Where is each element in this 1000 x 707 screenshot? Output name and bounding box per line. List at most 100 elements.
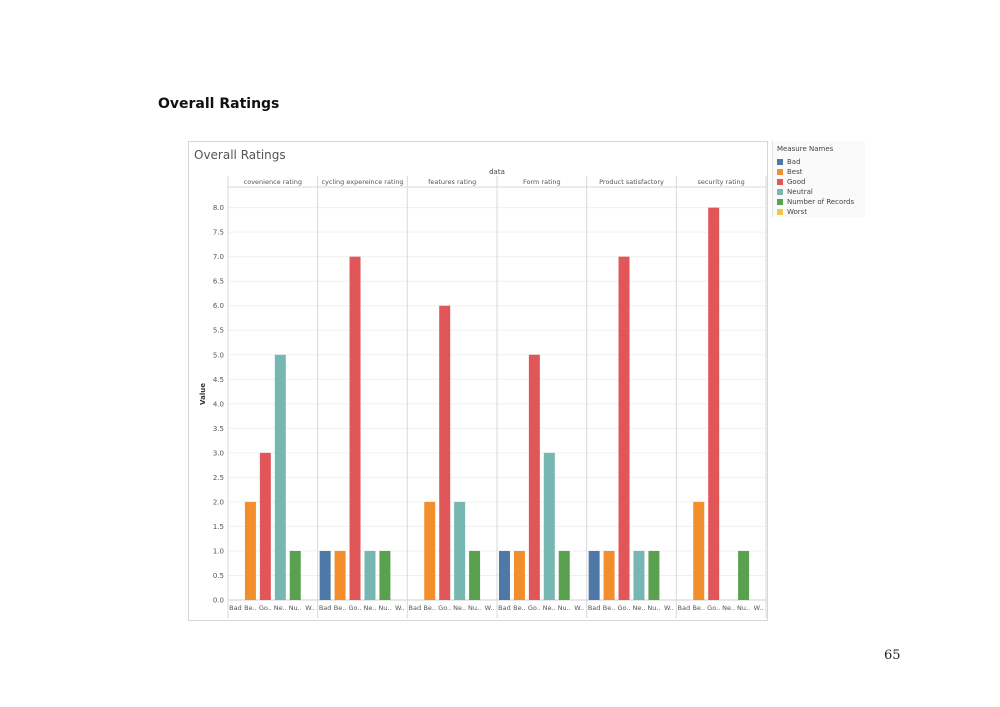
y-tick-label: 8.0 (213, 204, 224, 212)
legend-item: Number of Records (777, 197, 854, 207)
legend-item: Good (777, 177, 805, 187)
bar (618, 256, 630, 600)
bar (498, 550, 510, 600)
page-heading: Overall Ratings (158, 96, 280, 112)
x-tick-label: Bad (409, 604, 422, 612)
x-tick-label: Bad (319, 604, 332, 612)
y-tick-label: 1.5 (213, 523, 224, 531)
bar (528, 354, 540, 600)
bar-layer (244, 207, 750, 600)
legend: Measure Names Bad Best Good Neutral Number o… (772, 141, 865, 217)
x-tick-label: Go.. (259, 604, 272, 612)
x-tick-label: Go.. (438, 604, 451, 612)
x-tick-label: Nu.. (468, 604, 481, 612)
legend-swatch (777, 179, 783, 185)
legend-title: Measure Names (777, 145, 834, 153)
x-tick-label: W.. (754, 604, 764, 612)
legend-item: Bad (777, 157, 801, 167)
bar (274, 354, 286, 600)
bar (319, 550, 331, 600)
x-tick-label: Nu.. (289, 604, 302, 612)
y-tick-label: 5.5 (213, 327, 224, 335)
x-tick-label: Nu.. (737, 604, 750, 612)
bar (513, 550, 525, 600)
x-tick-label: Go.. (528, 604, 541, 612)
bar (349, 256, 361, 600)
y-tick-label: 3.5 (213, 425, 224, 433)
legend-label: Neutral (787, 188, 813, 196)
bar (424, 501, 436, 600)
bar (439, 305, 451, 600)
x-tick-label: Go.. (707, 604, 720, 612)
group-header: Product satisfactory (599, 178, 664, 186)
legend-label: Bad (787, 158, 801, 166)
legend-item: Best (777, 167, 803, 177)
y-axis-label: Value (199, 383, 207, 405)
y-tick-label: 6.5 (213, 278, 224, 286)
x-tick-label: Nu.. (378, 604, 391, 612)
x-tick-label: Bad (588, 604, 601, 612)
chart-title: Overall Ratings (194, 148, 286, 162)
y-tick-label: 6.0 (213, 302, 224, 310)
x-tick-label: Be.. (692, 604, 705, 612)
legend-label: Good (787, 178, 806, 186)
bar (648, 550, 660, 600)
legend-swatch (777, 159, 783, 165)
bar (738, 550, 750, 600)
x-tick-label: Ne.. (453, 604, 466, 612)
bar (379, 550, 391, 600)
bar (334, 550, 346, 600)
y-tick-label: 0.5 (213, 572, 224, 580)
x-tick-label: Go.. (618, 604, 631, 612)
group-header: covenience rating (244, 178, 302, 186)
x-tick-label: Ne.. (632, 604, 645, 612)
y-tick-label: 2.0 (213, 498, 224, 506)
page-number: 65 (884, 648, 901, 663)
bar (588, 550, 600, 600)
legend-swatch (777, 189, 783, 195)
x-tick-label: Be.. (513, 604, 526, 612)
group-header: security rating (698, 178, 745, 186)
legend-label: Number of Records (787, 198, 855, 206)
x-tick-label: Bad (498, 604, 511, 612)
legend-swatch (777, 169, 783, 175)
legend-item: Worst (777, 207, 807, 217)
bar (244, 501, 256, 600)
legend-swatch (777, 209, 783, 215)
bar (364, 550, 376, 600)
y-tick-label: 7.0 (213, 253, 224, 261)
x-tick-label: Be.. (423, 604, 436, 612)
bar (469, 550, 481, 600)
x-tick-label: Ne.. (543, 604, 556, 612)
bar (543, 452, 555, 600)
x-tick-label: W.. (395, 604, 405, 612)
bar (289, 550, 301, 600)
y-tick-label: 7.5 (213, 229, 224, 237)
x-tick-label: Ne.. (274, 604, 287, 612)
group-header: Form rating (523, 178, 561, 186)
y-tick-label: 0.0 (213, 597, 224, 605)
x-tick-label: Ne.. (363, 604, 376, 612)
y-tick-label: 4.0 (213, 400, 224, 408)
bar (633, 550, 645, 600)
legend-label: Worst (787, 208, 808, 216)
group-header: features rating (428, 178, 476, 186)
y-tick-label: 1.0 (213, 547, 224, 555)
x-tick-label: Nu.. (647, 604, 660, 612)
bar (603, 550, 615, 600)
bar (454, 501, 466, 600)
y-tick-label: 4.5 (213, 376, 224, 384)
bar (558, 550, 570, 600)
chart-frame (188, 141, 768, 621)
legend-label: Best (787, 168, 803, 176)
group-layer: covenience rating cycling expereince rati… (227, 176, 767, 618)
x-tick-label: W.. (574, 604, 584, 612)
y-tick-label: 3.0 (213, 449, 224, 457)
x-tick-label: Bad (229, 604, 242, 612)
column-header: data (489, 168, 505, 176)
x-tick-label: W.. (485, 604, 495, 612)
x-tick-label: Bad (678, 604, 691, 612)
bar (708, 207, 720, 600)
group-header: cycling expereince rating (321, 178, 403, 186)
